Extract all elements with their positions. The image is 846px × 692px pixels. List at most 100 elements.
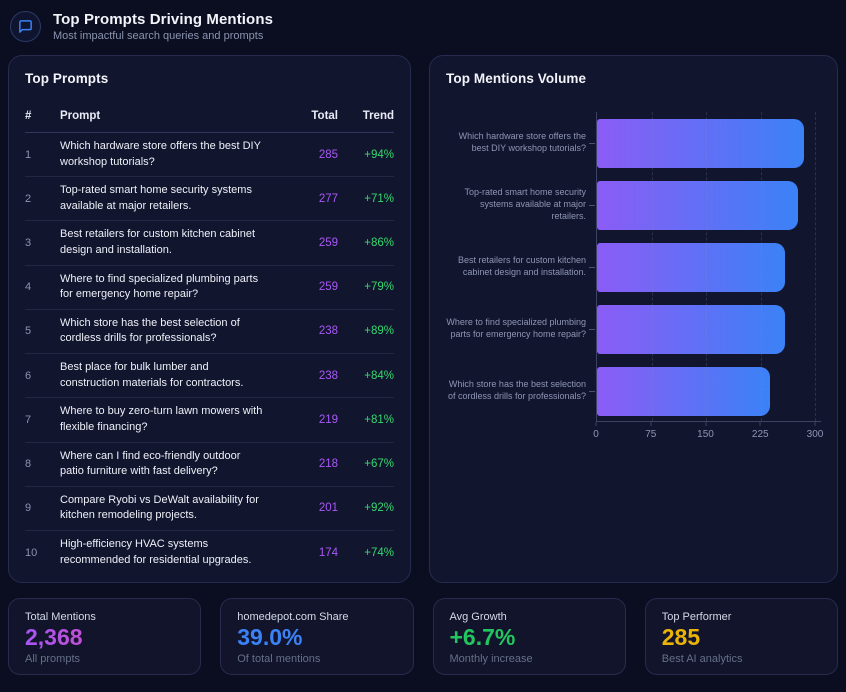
row-total: 238 xyxy=(318,325,338,338)
mention-volume-bar[interactable] xyxy=(597,242,786,292)
row-trend: +74% xyxy=(364,546,394,559)
table-row: 4 Where to find specialized plumbing par… xyxy=(25,266,394,310)
chart-category-labels: Which hardware store offers the best DIY… xyxy=(446,112,596,422)
column-header-rank: # xyxy=(25,110,32,122)
chart-x-axis: 0 75 150 225 300 xyxy=(446,422,824,446)
stat-sub: All prompts xyxy=(25,653,81,666)
table-header: # Prompt Total Trend xyxy=(25,110,394,133)
chart-title: Top Mentions Volume xyxy=(446,71,587,86)
row-trend: +86% xyxy=(364,237,394,250)
chat-bubble-icon xyxy=(10,11,41,42)
row-trend: +84% xyxy=(364,369,394,382)
row-rank: 5 xyxy=(25,325,32,338)
row-rank: 7 xyxy=(25,413,32,426)
column-header-prompt: Prompt xyxy=(60,110,101,122)
stat-value: 2,368 xyxy=(25,624,184,650)
row-rank: 6 xyxy=(25,369,32,382)
row-prompt: High-efficiency HVAC systems recommended… xyxy=(60,537,252,566)
axis-tick-mark xyxy=(814,422,816,426)
mention-volume-bar[interactable] xyxy=(597,118,805,168)
row-trend: +71% xyxy=(364,192,394,205)
table-row: 5 Which store has the best selection of … xyxy=(25,310,394,355)
row-prompt: Where can I find eco-friendly outdoor pa… xyxy=(60,449,241,478)
stat-sub: Of total mentions xyxy=(237,653,321,666)
stat-value: 39.0% xyxy=(237,624,303,650)
axis-tick-label: 150 xyxy=(697,429,714,440)
row-total: 238 xyxy=(318,369,338,382)
bar-category-label: Which store has the best selection of co… xyxy=(446,360,596,422)
row-total: 174 xyxy=(318,546,338,559)
column-header-trend: Trend xyxy=(362,110,394,122)
row-prompt: Where to buy zero-turn lawn mowers with … xyxy=(60,405,263,433)
row-prompt: Where to find specialized plumbing parts… xyxy=(60,272,259,301)
row-prompt: Best place for bulk lumber and construct… xyxy=(60,361,244,389)
row-prompt: Best retailers for custom kitchen cabine… xyxy=(60,228,256,257)
stat-value: 285 xyxy=(661,624,701,650)
mention-volume-bar[interactable] xyxy=(597,304,786,354)
row-total: 277 xyxy=(318,192,338,205)
stat-label: Avg Growth xyxy=(449,611,507,623)
stat-label: Top Performer xyxy=(661,611,732,623)
top-prompts-title: Top Prompts xyxy=(25,71,109,86)
axis-tick-label: 0 xyxy=(593,429,599,440)
row-rank: 3 xyxy=(25,237,32,250)
row-rank: 9 xyxy=(25,502,32,515)
stat-sub: Best AI analytics xyxy=(661,653,743,666)
chart-plot-area xyxy=(596,112,821,422)
table-row: 9 Compare Ryobi vs DeWalt availability f… xyxy=(25,487,394,531)
row-rank: 4 xyxy=(25,281,32,294)
mention-volume-bar[interactable] xyxy=(597,366,770,416)
row-trend: +67% xyxy=(364,458,394,471)
stat-label: Total Mentions xyxy=(25,611,96,623)
bar-category-label: Where to find specialized plumbing parts… xyxy=(446,298,596,360)
stat-card: Top Performer 285 Best AI analytics xyxy=(644,598,838,675)
page-subtitle: Most impactful search queries and prompt… xyxy=(53,30,264,42)
table-body: 1 Which hardware store offers the best D… xyxy=(25,133,394,574)
stat-value: +6.7% xyxy=(449,624,516,650)
bar-category-label: Which hardware store offers the best DIY… xyxy=(446,112,596,174)
row-prompt: Which store has the best selection of co… xyxy=(60,316,240,345)
top-mentions-volume-panel: Top Mentions Volume Which hardware store… xyxy=(429,55,838,583)
table-row: 6 Best place for bulk lumber and constru… xyxy=(25,354,394,399)
main-content: Top Prompts # Prompt Total Trend 1 Which… xyxy=(0,55,846,583)
stats-row: Total Mentions 2,368 All prompts homedep… xyxy=(0,598,846,675)
row-rank: 2 xyxy=(25,192,32,205)
row-total: 259 xyxy=(318,237,338,250)
stat-label: homedepot.com Share xyxy=(237,611,349,623)
row-prompt: Compare Ryobi vs DeWalt availability for… xyxy=(60,493,259,522)
top-prompts-panel: Top Prompts # Prompt Total Trend 1 Which… xyxy=(8,55,411,583)
row-rank: 10 xyxy=(25,546,38,559)
table-row: 7 Where to buy zero-turn lawn mowers wit… xyxy=(25,398,394,443)
row-prompt: Top-rated smart home security systems av… xyxy=(60,184,252,212)
stat-card: Total Mentions 2,368 All prompts xyxy=(8,598,202,675)
mention-volume-bar[interactable] xyxy=(597,180,799,230)
table-row: 3 Best retailers for custom kitchen cabi… xyxy=(25,221,394,266)
row-trend: +92% xyxy=(364,502,394,515)
axis-tick-label: 300 xyxy=(806,429,824,440)
stat-card: Avg Growth +6.7% Monthly increase xyxy=(432,598,626,675)
page-title: Top Prompts Driving Mentions xyxy=(53,11,274,28)
row-rank: 1 xyxy=(25,148,32,161)
gridline xyxy=(760,112,762,421)
row-total: 259 xyxy=(318,281,338,294)
row-rank: 8 xyxy=(25,458,32,471)
bar-category-label: Best retailers for custom kitchen cabine… xyxy=(446,236,596,298)
axis-tick-label: 225 xyxy=(751,429,769,440)
gridline xyxy=(706,112,707,421)
row-trend: +79% xyxy=(364,281,394,294)
axis-tick-label: 75 xyxy=(645,429,657,440)
axis-tick-mark xyxy=(595,422,597,426)
stat-sub: Monthly increase xyxy=(449,653,533,666)
row-total: 219 xyxy=(318,413,338,426)
row-trend: +81% xyxy=(364,413,394,426)
table-row: 1 Which hardware store offers the best D… xyxy=(25,133,394,178)
column-header-total: Total xyxy=(311,110,338,122)
mentions-bar-chart: Which hardware store offers the best DIY… xyxy=(446,112,824,446)
gridline xyxy=(651,112,653,421)
axis-tick-mark xyxy=(759,422,761,426)
page-header: Top Prompts Driving Mentions Most impact… xyxy=(0,0,846,51)
table-row: 10 High-efficiency HVAC systems recommen… xyxy=(25,531,394,574)
row-total: 201 xyxy=(318,502,338,515)
axis-tick-mark xyxy=(650,422,652,426)
table-row: 2 Top-rated smart home security systems … xyxy=(25,177,394,222)
